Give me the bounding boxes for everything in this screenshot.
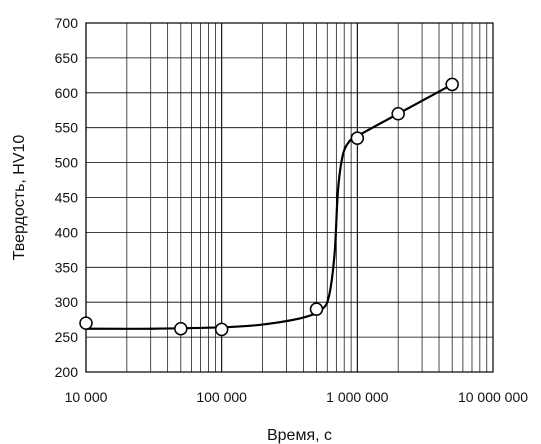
plot-frame (85, 22, 494, 373)
y-tick-label: 700 (55, 15, 79, 31)
data-point-marker (214, 322, 229, 337)
x-tick-labels: 10 000 100 000 1 000 000 10 000 000 (65, 389, 529, 405)
y-tick-label: 550 (55, 120, 79, 136)
y-tick-label: 500 (55, 155, 79, 171)
x-axis-label: Время, с (267, 427, 332, 444)
y-tick-label: 650 (55, 50, 79, 66)
y-tick-label: 350 (55, 259, 79, 275)
x-tick-label: 10 000 (65, 389, 108, 405)
y-tick-label: 400 (55, 224, 79, 240)
y-tick-label: 250 (55, 329, 79, 345)
data-point-marker (350, 131, 365, 145)
x-tick-label: 1 000 000 (326, 389, 388, 405)
y-axis-label: Твердость, HV10 (11, 135, 28, 261)
y-tick-labels: 200 250 300 350 400 450 500 550 600 650 700 (55, 15, 79, 380)
data-point-marker (79, 316, 93, 330)
data-point-marker (174, 321, 188, 336)
data-point-marker (309, 302, 324, 316)
y-tick-label: 600 (55, 85, 79, 101)
data-markers (79, 77, 459, 337)
y-tick-label: 450 (55, 190, 79, 206)
data-point-marker (445, 77, 459, 92)
hardness-curve (85, 83, 453, 330)
y-tick-label: 300 (55, 294, 79, 310)
x-tick-label: 10 000 000 (458, 389, 528, 405)
y-tick-label: 200 (55, 364, 79, 380)
data-point-marker (391, 106, 405, 121)
x-tick-label: 100 000 (196, 389, 247, 405)
